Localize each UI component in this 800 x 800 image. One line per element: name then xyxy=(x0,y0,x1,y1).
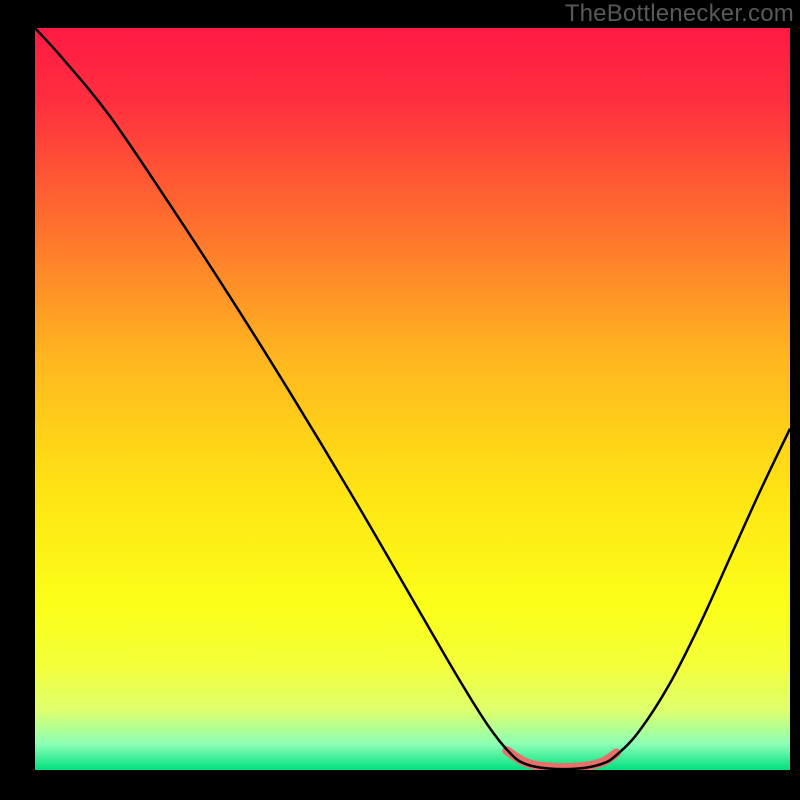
plot-area xyxy=(35,28,790,770)
curve-layer xyxy=(35,28,790,770)
watermark-text: TheBottlenecker.com xyxy=(565,0,794,28)
main-curve xyxy=(35,28,790,769)
chart-frame: TheBottlenecker.com xyxy=(0,0,800,800)
